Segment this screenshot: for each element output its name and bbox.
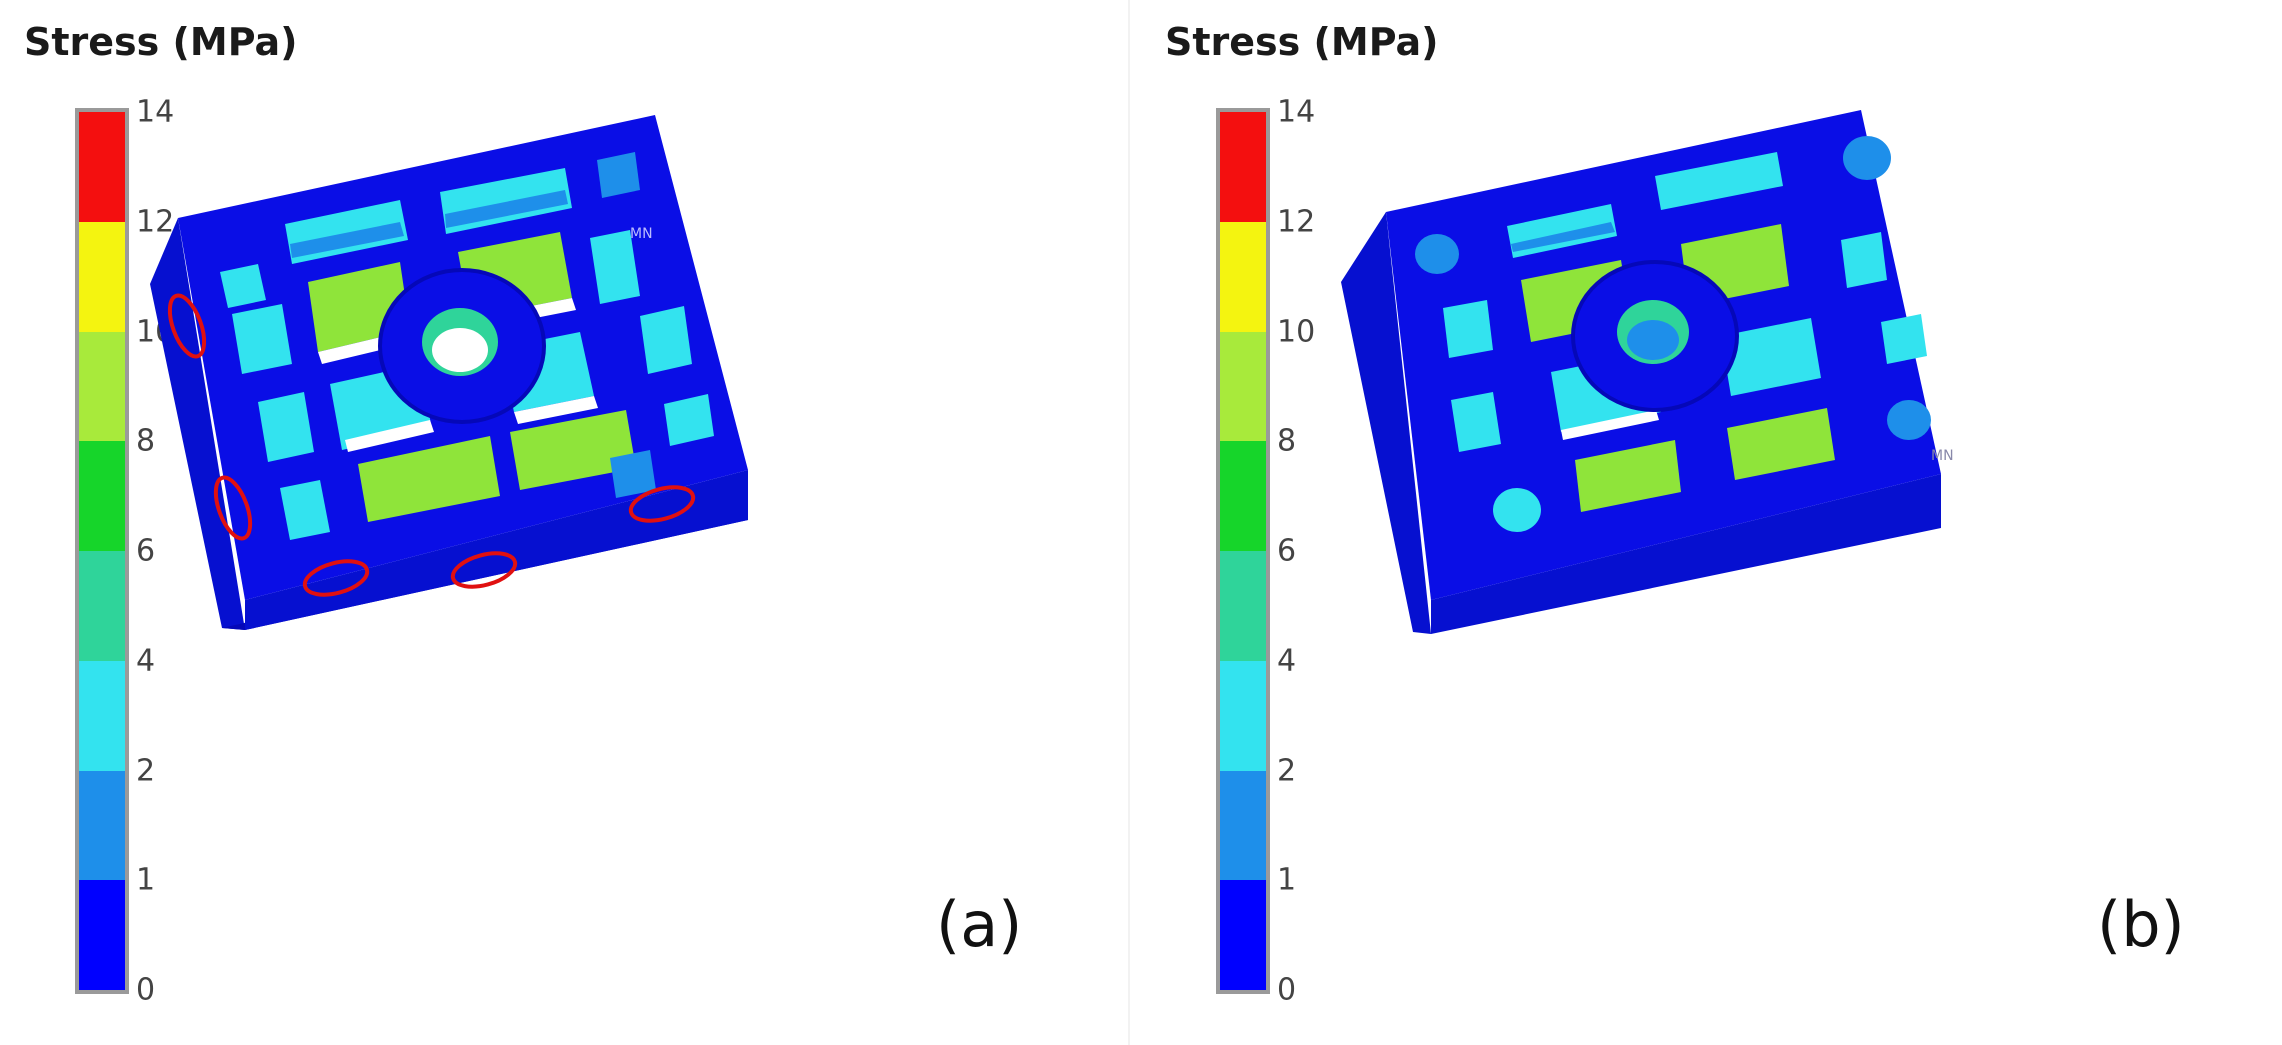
- colorbar-tick-label: 14: [136, 94, 175, 130]
- colorbar-band: [79, 770, 125, 881]
- colorbar-tick-label: 0: [1277, 972, 1297, 1008]
- legend-title: Stress (MPa): [1165, 20, 1439, 64]
- colorbar-tick-label: 1: [1277, 862, 1297, 898]
- colorbar-tick-label: 6: [136, 533, 156, 569]
- legend-title: Stress (MPa): [24, 20, 298, 64]
- colorbar-tick-label: 2: [1277, 753, 1297, 788]
- colorbar-tick-label: 2: [136, 753, 156, 788]
- node-label: MN: [630, 226, 653, 242]
- colorbar-band: [79, 660, 125, 771]
- colorbar-tick-label: 4: [1277, 643, 1297, 679]
- colorbar-band: [1220, 551, 1266, 661]
- colorbar-tick-label: 6: [1277, 533, 1297, 569]
- colorbar-tick-label: 8: [136, 423, 156, 459]
- stress-model-a: MN: [150, 115, 748, 630]
- stress-colorbar: [75, 108, 129, 994]
- colorbar-tick-label: 1: [136, 862, 156, 898]
- colorbar-band: [1220, 331, 1266, 442]
- colorbar-band: [79, 112, 125, 222]
- colorbar-tick-label: 8: [1277, 423, 1297, 459]
- colorbar-tick-label: 12: [136, 204, 175, 240]
- colorbar-band: [1220, 880, 1266, 990]
- colorbar-band: [1220, 770, 1266, 881]
- colorbar-band: [79, 441, 125, 551]
- colorbar-tick-label: 12: [1277, 204, 1316, 240]
- highlight-marks: [167, 293, 696, 597]
- panel-label-a: (a): [936, 888, 1023, 961]
- side-face: [1341, 212, 1431, 634]
- colorbar-band: [79, 221, 125, 332]
- panel-b: Stress (MPa) 0 1 2 4 6 8 10 12 14: [1141, 0, 2282, 1045]
- colorbar-tick-label: 4: [136, 643, 156, 679]
- colorbar-band: [79, 880, 125, 990]
- colorbar-band: [79, 551, 125, 661]
- colorbar-tick-label: 0: [136, 972, 156, 1008]
- bottom-strip: [1431, 474, 1941, 634]
- colorbar-tick-label: 14: [1277, 94, 1316, 130]
- node-label: MN: [1931, 448, 1954, 464]
- bottom-strip: [245, 470, 748, 630]
- colorbar-band: [79, 331, 125, 442]
- colorbar-band: [1220, 112, 1266, 222]
- panel-label-b: (b): [2097, 888, 2185, 961]
- panel-a: Stress (MPa) 0 1 2 4 6 8 10 12 14: [24, 20, 1023, 1008]
- colorbar-band: [1220, 221, 1266, 332]
- colorbar-band: [1220, 660, 1266, 771]
- colorbar-band: [1220, 441, 1266, 551]
- colorbar-tick-label: 10: [1277, 314, 1316, 349]
- stress-model-b: MN: [1341, 110, 1954, 634]
- panel-divider: [1128, 0, 1130, 1045]
- side-face: [150, 218, 245, 630]
- stress-colorbar: [1216, 108, 1270, 994]
- openings: [220, 152, 714, 540]
